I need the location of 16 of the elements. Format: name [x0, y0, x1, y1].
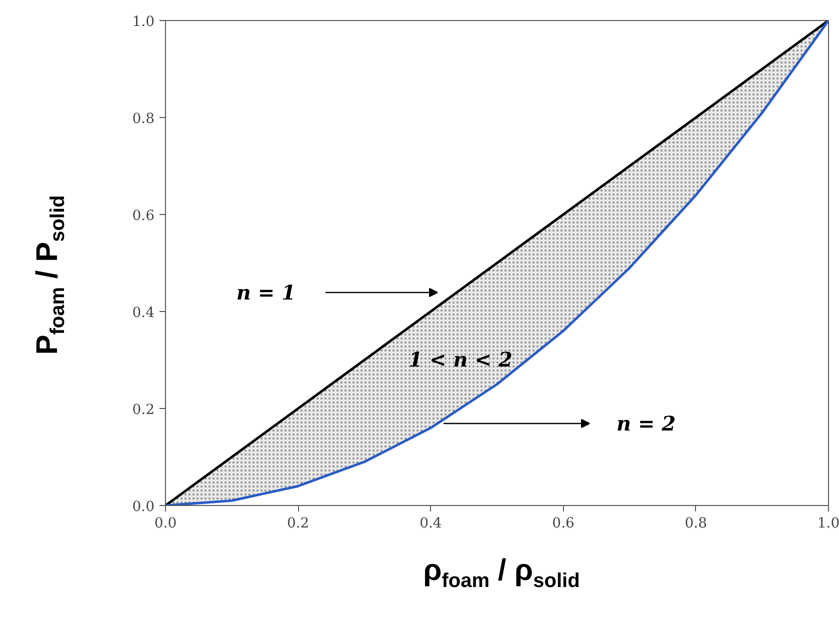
y-tick-label: 0.4 [132, 305, 155, 321]
x-tick-label: 1.0 [817, 516, 839, 532]
x-tick-label: 0.6 [552, 516, 575, 532]
y-tick-label: 1.0 [132, 14, 154, 30]
y-tick-label: 0.8 [132, 111, 154, 127]
annotation: n = 2 [616, 412, 676, 436]
x-tick-label: 0.2 [286, 516, 310, 532]
x-axis-title: ρ$_{foam}$ / ρ$_{solid}$ [422, 553, 581, 594]
annotation: 1 < n < 2 [408, 348, 512, 372]
y-tick-label: 0.6 [132, 208, 155, 224]
annotation: n = 1 [236, 280, 296, 304]
y-tick-label: 0.0 [132, 499, 154, 515]
x-tick-label: 0.0 [154, 516, 177, 532]
x-tick-label: 0.8 [684, 516, 708, 532]
y-tick-label: 0.2 [132, 402, 154, 418]
x-tick-label: 0.4 [420, 516, 442, 532]
